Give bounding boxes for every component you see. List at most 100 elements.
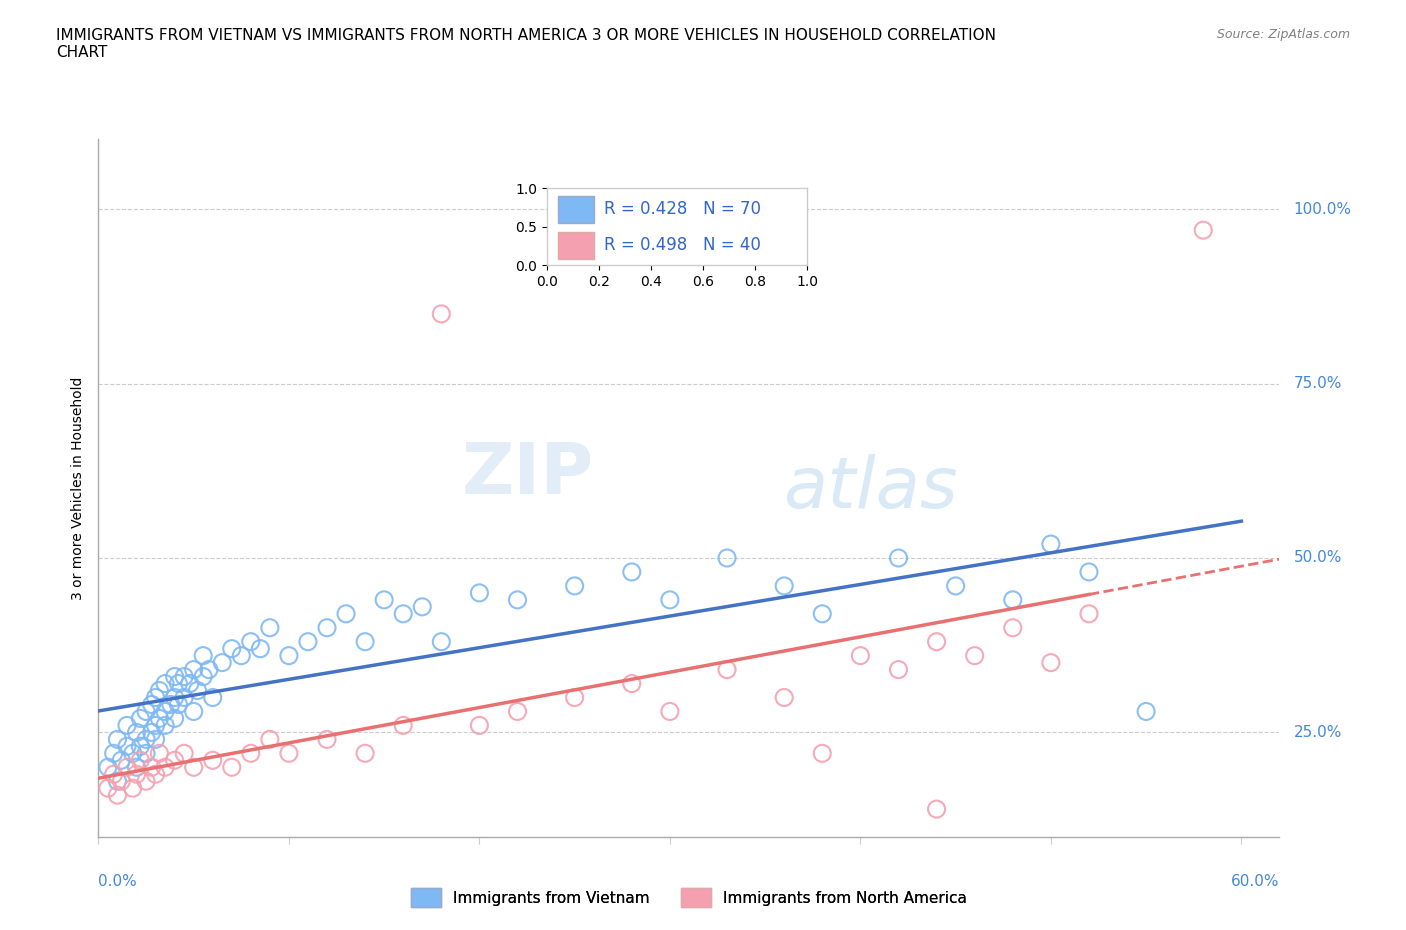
Point: [179, 676, 201, 691]
Point: [135, 746, 157, 761]
Point: [183, 662, 205, 677]
Point: [392, 718, 415, 733]
Point: [316, 620, 339, 635]
Point: [249, 642, 271, 657]
Point: [135, 704, 157, 719]
Point: [1078, 565, 1101, 579]
Point: [887, 551, 910, 565]
Point: [716, 662, 738, 677]
Point: [173, 670, 195, 684]
Point: [277, 648, 299, 663]
Legend: Immigrants from Vietnam, Immigrants from North America: Immigrants from Vietnam, Immigrants from…: [405, 883, 973, 913]
Point: [145, 718, 167, 733]
Text: 50.0%: 50.0%: [1294, 551, 1341, 565]
Point: [392, 606, 415, 621]
Point: [1078, 606, 1101, 621]
Point: [925, 634, 948, 649]
Point: [153, 676, 176, 691]
Point: [145, 766, 167, 781]
Point: [430, 307, 453, 322]
Point: [259, 732, 281, 747]
Point: [564, 690, 586, 705]
Point: [373, 592, 395, 607]
Point: [201, 690, 224, 705]
Point: [773, 690, 796, 705]
Point: [239, 634, 262, 649]
Point: [193, 670, 215, 684]
Y-axis label: 3 or more Vehicles in Household: 3 or more Vehicles in Household: [72, 377, 86, 600]
Point: [110, 753, 132, 768]
Point: [103, 766, 125, 781]
Text: atlas: atlas: [783, 454, 957, 523]
Point: [115, 718, 138, 733]
Point: [135, 732, 157, 747]
Point: [259, 620, 281, 635]
Point: [148, 683, 170, 698]
Point: [658, 704, 681, 719]
Point: [354, 746, 377, 761]
Point: [468, 718, 491, 733]
Text: Source: ZipAtlas.com: Source: ZipAtlas.com: [1216, 28, 1350, 41]
Point: [354, 634, 377, 649]
FancyBboxPatch shape: [558, 232, 593, 259]
Point: [135, 774, 157, 789]
Point: [141, 760, 163, 775]
Text: 75.0%: 75.0%: [1294, 376, 1341, 392]
Point: [211, 656, 233, 671]
Point: [1039, 656, 1062, 671]
Point: [849, 648, 872, 663]
Text: 0.0%: 0.0%: [98, 874, 138, 889]
Point: [97, 760, 120, 775]
Point: [1135, 704, 1157, 719]
Point: [153, 718, 176, 733]
Point: [335, 606, 357, 621]
Text: 100.0%: 100.0%: [1294, 202, 1351, 217]
Point: [141, 698, 163, 712]
Point: [620, 565, 643, 579]
Point: [141, 725, 163, 740]
Point: [121, 780, 143, 795]
Point: [221, 642, 243, 657]
Point: [145, 732, 167, 747]
Point: [201, 753, 224, 768]
Point: [153, 704, 176, 719]
Point: [1039, 537, 1062, 551]
Point: [239, 746, 262, 761]
Point: [163, 711, 186, 725]
Point: [173, 746, 195, 761]
Point: [564, 578, 586, 593]
Point: [221, 760, 243, 775]
Point: [148, 746, 170, 761]
Point: [193, 648, 215, 663]
Point: [153, 760, 176, 775]
Point: [620, 676, 643, 691]
Text: R = 0.428   N = 70: R = 0.428 N = 70: [605, 200, 762, 218]
Point: [129, 738, 152, 753]
Point: [316, 732, 339, 747]
Point: [468, 586, 491, 601]
Point: [430, 634, 453, 649]
Point: [411, 600, 433, 615]
Point: [963, 648, 986, 663]
Point: [97, 780, 120, 795]
Point: [107, 774, 129, 789]
Point: [183, 760, 205, 775]
Point: [811, 746, 834, 761]
Text: 60.0%: 60.0%: [1232, 874, 1279, 889]
Point: [121, 746, 143, 761]
Text: IMMIGRANTS FROM VIETNAM VS IMMIGRANTS FROM NORTH AMERICA 3 OR MORE VEHICLES IN H: IMMIGRANTS FROM VIETNAM VS IMMIGRANTS FR…: [56, 28, 997, 60]
Point: [148, 711, 170, 725]
Point: [231, 648, 253, 663]
Point: [145, 690, 167, 705]
Point: [198, 662, 221, 677]
Point: [658, 592, 681, 607]
Point: [167, 676, 190, 691]
Point: [506, 704, 529, 719]
Point: [115, 760, 138, 775]
Point: [277, 746, 299, 761]
Point: [506, 592, 529, 607]
Point: [129, 711, 152, 725]
Point: [887, 662, 910, 677]
Point: [107, 788, 129, 803]
Point: [297, 634, 319, 649]
